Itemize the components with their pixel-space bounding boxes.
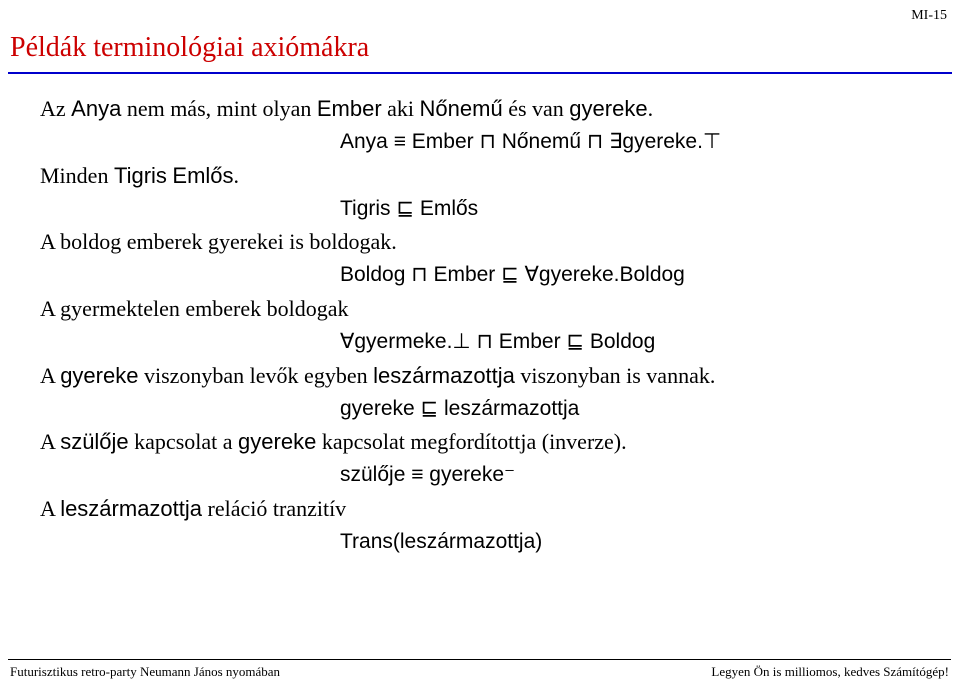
text: . xyxy=(234,163,240,188)
axiom-text: A gyereke viszonyban levők egyben leszár… xyxy=(40,359,920,393)
text: viszonyban is vannak. xyxy=(515,363,715,388)
axiom-text: A szülője kapcsolat a gyereke kapcsolat … xyxy=(40,425,920,459)
term: gyereke xyxy=(60,363,138,388)
term: gyereke xyxy=(238,429,316,454)
text: kapcsolat a xyxy=(129,429,238,454)
axiom-formula: ∀gyermeke.⊥ ⊓ Ember ⊑ Boldog xyxy=(340,326,920,359)
axiom-text: A boldog emberek gyerekei is boldogak. xyxy=(40,225,920,259)
axiom-formula: szülője ≡ gyereke⁻ xyxy=(340,459,920,492)
term: Emlős xyxy=(172,163,233,188)
term: Tigris xyxy=(114,163,167,188)
text: reláció tranzitív xyxy=(202,496,346,521)
text: A xyxy=(40,429,60,454)
axiom-text: A gyermektelen emberek boldogak xyxy=(40,292,920,326)
footer-rule xyxy=(8,659,951,660)
content-body: Az Anya nem más, mint olyan Ember aki Nő… xyxy=(40,92,920,558)
text: . xyxy=(648,96,654,121)
axiom-text: A leszármazottja reláció tranzitív xyxy=(40,492,920,526)
axiom-text: Minden Tigris Emlős. xyxy=(40,159,920,193)
text: A gyermektelen emberek boldogak xyxy=(40,296,349,321)
text: A boldog emberek gyerekei is boldogak. xyxy=(40,229,397,254)
text: kapcsolat megfordítottja (inverze). xyxy=(316,429,626,454)
text: viszonyban levők egyben xyxy=(138,363,373,388)
footer-right: Legyen Ön is milliomos, kedves Számítógé… xyxy=(711,664,949,680)
title-rule xyxy=(8,72,952,74)
axiom-formula: Anya ≡ Ember ⊓ Nőnemű ⊓ ∃gyereke.⊤ xyxy=(340,126,920,159)
text: Minden xyxy=(40,163,114,188)
term: Nőnemű xyxy=(420,96,503,121)
axiom-text: Az Anya nem más, mint olyan Ember aki Nő… xyxy=(40,92,920,126)
text: nem más, mint olyan xyxy=(121,96,317,121)
text: A xyxy=(40,496,60,521)
term: leszármazottja xyxy=(60,496,202,521)
page-number: MI-15 xyxy=(911,8,947,24)
term: Anya xyxy=(71,96,121,121)
axiom-formula: Boldog ⊓ Ember ⊑ ∀gyereke.Boldog xyxy=(340,259,920,292)
footer-left: Futurisztikus retro-party Neumann János … xyxy=(10,664,280,680)
axiom-formula: Trans(leszármazottja) xyxy=(340,526,920,559)
text: A xyxy=(40,363,60,388)
text: Az xyxy=(40,96,71,121)
axiom-formula: Tigris ⊑ Emlős xyxy=(340,193,920,226)
term: Ember xyxy=(317,96,382,121)
axiom-formula: gyereke ⊑ leszármazottja xyxy=(340,393,920,426)
term: leszármazottja xyxy=(373,363,515,388)
text: és van xyxy=(503,96,570,121)
term: gyereke xyxy=(569,96,647,121)
page-title: Példák terminológiai axiómákra xyxy=(10,32,369,64)
text: aki xyxy=(382,96,420,121)
footer: Futurisztikus retro-party Neumann János … xyxy=(0,659,959,680)
term: szülője xyxy=(60,429,128,454)
